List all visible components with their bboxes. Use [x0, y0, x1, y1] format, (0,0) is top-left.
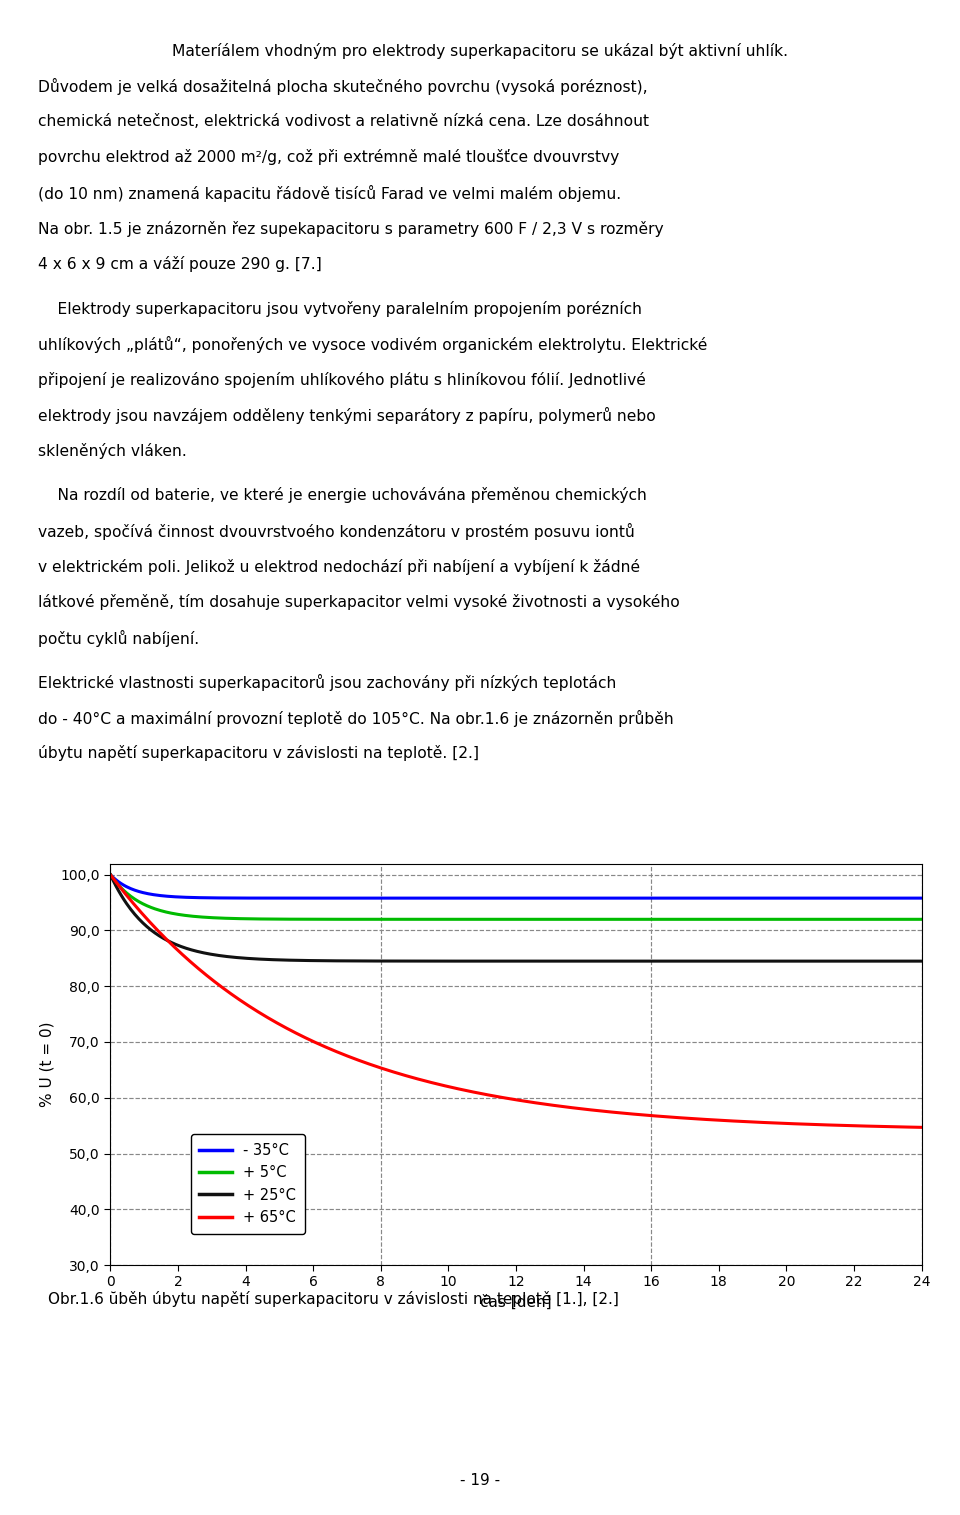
+ 25°C — [715, 951, 727, 970]
Y-axis label: % U (t = 0): % U (t = 0) — [40, 1021, 55, 1107]
Text: vazeb, spočívá činnost dvouvrstvoého kondenzátoru v prostém posuvu iontů: vazeb, spočívá činnost dvouvrstvoého kon… — [38, 523, 636, 539]
+ 5°C — [916, 911, 927, 929]
+ 25°C — [105, 865, 116, 883]
- 35°C — [715, 889, 727, 907]
Text: Na rozdíl od baterie, ve které je energie uchovávána přeměnou chemických: Na rozdíl od baterie, ve které je energi… — [38, 488, 647, 503]
Text: Elektrické vlastnosti superkapacitorů jsou zachovány při nízkých teplotách: Elektrické vlastnosti superkapacitorů js… — [38, 674, 616, 691]
+ 25°C — [471, 951, 483, 970]
Line: + 5°C: + 5°C — [110, 874, 922, 920]
Legend: - 35°C, + 5°C, + 25°C, + 65°C: - 35°C, + 5°C, + 25°C, + 65°C — [191, 1135, 305, 1233]
Text: Důvodem je velká dosažitelná plocha skutečného povrchu (vysoká poréznost),: Důvodem je velká dosažitelná plocha skut… — [38, 79, 648, 95]
+ 25°C — [646, 951, 658, 970]
+ 65°C — [646, 1106, 658, 1124]
Text: látkové přeměně, tím dosahuje superkapacitor velmi vysoké životnosti a vysokého: látkové přeměně, tím dosahuje superkapac… — [38, 594, 680, 611]
Text: uhlíkových „plátů“, ponořených ve vysoce vodivém organickém elektrolytu. Elektri: uhlíkových „plátů“, ponořených ve vysoce… — [38, 336, 708, 353]
Text: Elektrody superkapacitoru jsou vytvořeny paralelním propojením porézních: Elektrody superkapacitoru jsou vytvořeny… — [38, 300, 642, 317]
+ 65°C — [249, 1000, 260, 1018]
Line: - 35°C: - 35°C — [110, 874, 922, 898]
+ 65°C — [105, 865, 116, 883]
- 35°C — [105, 865, 116, 883]
- 35°C — [916, 889, 927, 907]
- 35°C — [871, 889, 882, 907]
Line: + 65°C: + 65°C — [110, 874, 922, 1127]
Text: skleněných vláken.: skleněných vláken. — [38, 442, 187, 459]
+ 5°C — [105, 865, 116, 883]
Text: 4 x 6 x 9 cm a váží pouze 290 g. [7.]: 4 x 6 x 9 cm a váží pouze 290 g. [7.] — [38, 256, 323, 273]
+ 25°C — [916, 951, 927, 970]
+ 5°C — [646, 911, 658, 929]
Text: připojení je realizováno spojením uhlíkového plátu s hliníkovou fólií. Jednotliv: připojení je realizováno spojením uhlíko… — [38, 371, 646, 388]
+ 65°C — [583, 1100, 594, 1118]
+ 25°C — [249, 950, 260, 968]
Text: Na obr. 1.5 je znázorněn řez supekapacitoru s parametry 600 F / 2,3 V s rozměry: Na obr. 1.5 je znázorněn řez supekapacit… — [38, 221, 664, 236]
+ 65°C — [313, 1035, 324, 1053]
Text: povrchu elektrod až 2000 m²/g, což při extrémně malé tloušťce dvouvrstvy: povrchu elektrod až 2000 m²/g, což při e… — [38, 150, 619, 165]
Text: elektrody jsou navzájem odděleny tenkými separátory z papíru, polymerů nebo: elektrody jsou navzájem odděleny tenkými… — [38, 408, 656, 424]
+ 5°C — [249, 911, 260, 929]
X-axis label: čas [den]: čas [den] — [480, 1295, 552, 1310]
+ 5°C — [471, 911, 483, 929]
Text: chemická netečnost, elektrická vodivost a relativně nízká cena. Lze dosáhnout: chemická netečnost, elektrická vodivost … — [38, 114, 649, 129]
Text: v elektrickém poli. Jelikož u elektrod nedochází při nabíjení a vybíjení k žádné: v elektrickém poli. Jelikož u elektrod n… — [38, 559, 640, 574]
+ 25°C — [313, 951, 324, 970]
- 35°C — [646, 889, 658, 907]
Text: Obr.1.6 ŭběh úbytu napětí superkapacitoru v závislosti na teplotě [1.], [2.]: Obr.1.6 ŭběh úbytu napětí superkapacitor… — [48, 1291, 619, 1307]
Text: (do 10 nm) znamená kapacitu řádově tisíců Farad ve velmi malém objemu.: (do 10 nm) znamená kapacitu řádově tisíc… — [38, 185, 621, 201]
+ 5°C — [583, 911, 594, 929]
Text: úbytu napětí superkapacitoru v závislosti na teplotě. [2.]: úbytu napětí superkapacitoru v závislost… — [38, 745, 479, 762]
- 35°C — [583, 889, 594, 907]
+ 65°C — [916, 1118, 927, 1136]
+ 65°C — [715, 1112, 727, 1130]
- 35°C — [249, 889, 260, 907]
+ 5°C — [313, 911, 324, 929]
Line: + 25°C: + 25°C — [110, 874, 922, 961]
Text: do - 40°C a maximální provozní teplotě do 105°C. Na obr.1.6 je znázorněn průběh: do - 40°C a maximální provozní teplotě d… — [38, 711, 674, 727]
Text: počtu cyklů nabíjení.: počtu cyklů nabíjení. — [38, 630, 200, 647]
Text: - 19 -: - 19 - — [460, 1473, 500, 1488]
+ 5°C — [715, 911, 727, 929]
+ 25°C — [583, 951, 594, 970]
Text: Materíálem vhodným pro elektrody superkapacitoru se ukázal být aktivní uhlík.: Materíálem vhodným pro elektrody superka… — [172, 42, 788, 59]
- 35°C — [313, 889, 324, 907]
+ 65°C — [471, 1083, 483, 1101]
- 35°C — [471, 889, 483, 907]
